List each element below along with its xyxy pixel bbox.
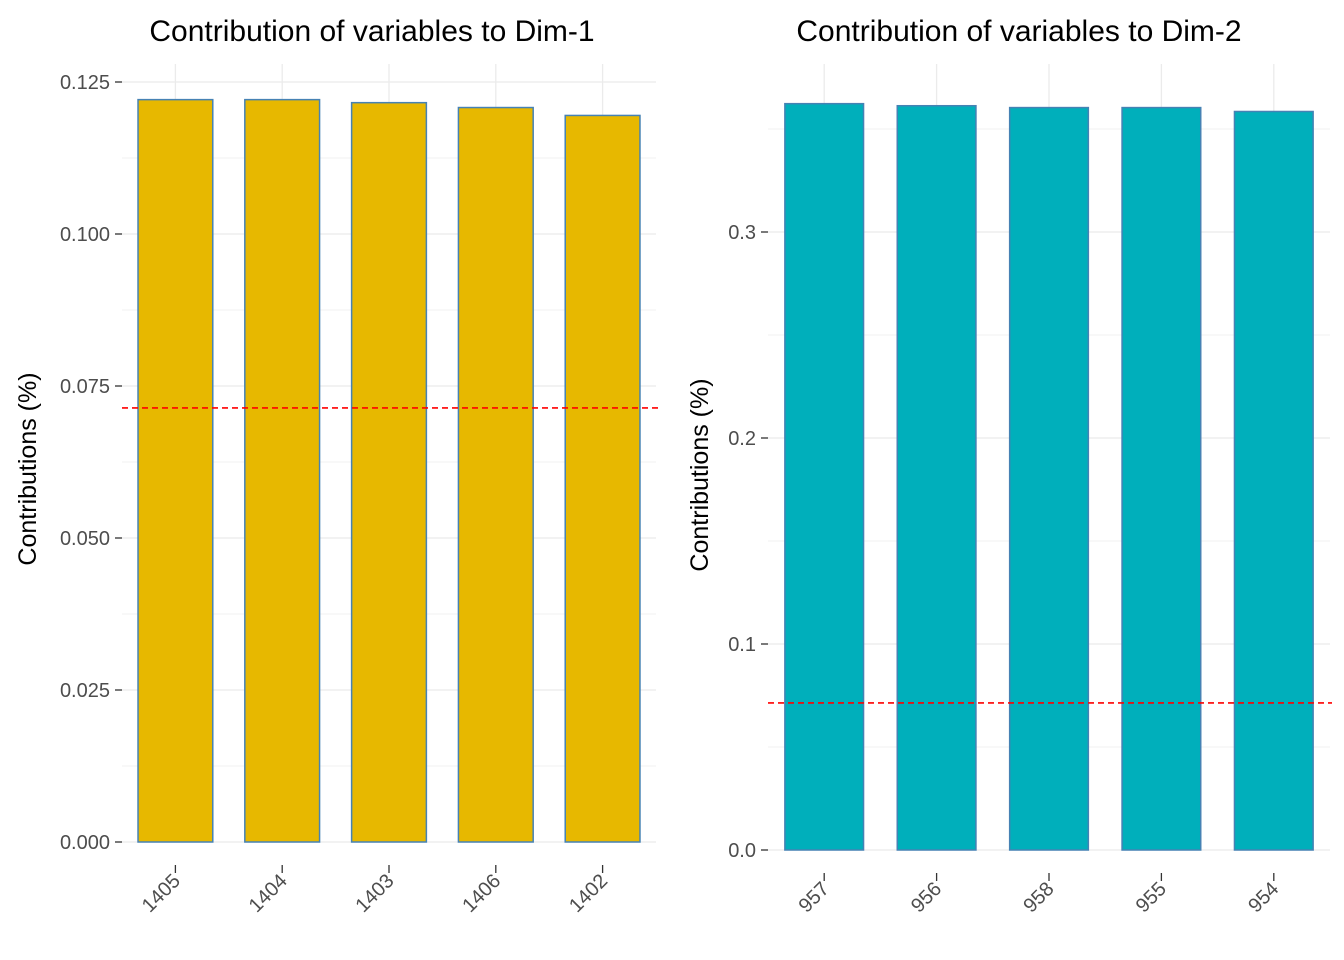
y-tick-label: 0.2 [728, 428, 756, 450]
bar [457, 106, 534, 843]
bar [244, 98, 321, 843]
y-tick-label: 0.0 [728, 840, 756, 862]
y-tick-label: 0.100 [60, 224, 110, 246]
bar [137, 98, 214, 843]
bar [564, 114, 641, 843]
bar-series [784, 102, 1314, 851]
y-tick-label: 0.000 [60, 832, 110, 854]
chart-panel-dim-2: Contribution of variables to Dim-2 Contr… [686, 15, 1332, 917]
bar-series [137, 98, 641, 843]
y-tick-label: 0.050 [60, 528, 110, 550]
y-tick-label: 0.025 [60, 680, 110, 702]
bar [896, 104, 977, 851]
y-tick-label: 0.125 [60, 72, 110, 94]
bar [1233, 110, 1314, 851]
bar [350, 101, 428, 843]
y-axis: 0.0 0.1 0.2 0.3 [728, 222, 768, 862]
y-axis-label: Contributions (%) [14, 372, 42, 565]
chart-title: Contribution of variables to Dim-2 [796, 15, 1241, 48]
chart-title: Contribution of variables to Dim-1 [149, 15, 594, 48]
y-axis: 0.000 0.025 0.050 0.075 0.100 0.125 [60, 72, 122, 854]
bar [1121, 106, 1202, 851]
bar [784, 102, 865, 851]
y-tick-label: 0.1 [728, 634, 756, 656]
y-axis-label: Contributions (%) [686, 378, 714, 571]
bar [1008, 106, 1090, 851]
y-tick-label: 0.075 [60, 376, 110, 398]
y-tick-label: 0.3 [728, 222, 756, 244]
